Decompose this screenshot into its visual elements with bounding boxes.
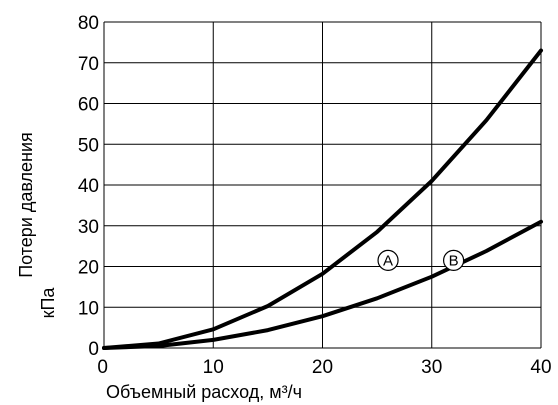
y-tick-label-6: 60	[78, 95, 99, 116]
y-tick-label-5: 50	[78, 135, 99, 156]
series-line-a	[102, 48, 543, 350]
series-line-b	[102, 219, 543, 350]
tick-labels: 0 10 20 30 40 50 60 70 80 0 10 20 30 40	[78, 13, 552, 378]
series-marker-label-a: A	[383, 252, 393, 269]
y-tick-label-8: 80	[78, 13, 99, 34]
grid	[103, 21, 542, 349]
x-tick-label-2: 20	[312, 357, 333, 378]
x-tick-label-0: 0	[97, 357, 108, 378]
y-tick-label-2: 20	[78, 258, 99, 279]
y-tick-label-0: 0	[88, 339, 99, 360]
x-tick-label-3: 30	[421, 357, 442, 378]
x-axis-label: Объемный расход, м³/ч	[106, 382, 302, 402]
series-marker-label-b: B	[449, 252, 459, 269]
y-tick-label-7: 70	[78, 54, 99, 75]
x-tick-label-1: 10	[203, 357, 224, 378]
y-tick-label-1: 10	[78, 298, 99, 319]
y-axis-label-line2: кПа	[38, 287, 58, 319]
x-tick-label-4: 40	[530, 357, 551, 378]
y-axis-label-line1: Потери давления	[16, 132, 36, 278]
y-tick-label-3: 30	[78, 217, 99, 238]
y-tick-label-4: 40	[78, 176, 99, 197]
series-lines	[102, 48, 543, 350]
series-marker-b	[443, 249, 465, 271]
series-marker-a	[377, 249, 399, 271]
